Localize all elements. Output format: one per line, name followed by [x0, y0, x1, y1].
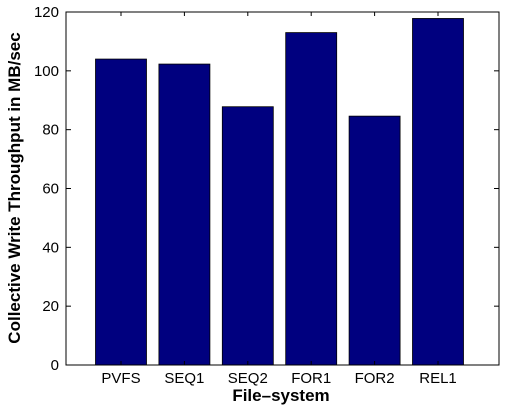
x-tick-label-for1: FOR1	[291, 370, 331, 387]
bar-rel1	[412, 18, 464, 366]
x-tick-label-rel1: REL1	[419, 370, 457, 387]
x-axis: PVFS SEQ1 SEQ2 FOR1 FOR2 REL1	[101, 12, 457, 387]
y-tick-label-120: 120	[34, 4, 59, 21]
x-tick-label-seq1: SEQ1	[164, 370, 204, 387]
y-axis-label: Collective Write Throughput in MB/sec	[5, 32, 24, 343]
x-tick-label-seq2: SEQ2	[228, 370, 268, 387]
bar-for2	[348, 115, 401, 366]
y-tick-label-20: 20	[42, 298, 59, 315]
x-axis-label: File–system	[232, 386, 329, 405]
bar-seq1	[158, 63, 211, 366]
y-tick-label-80: 80	[42, 122, 59, 139]
bar-for1	[285, 32, 338, 366]
bar-pvfs	[95, 58, 147, 366]
y-tick-label-0: 0	[51, 357, 59, 374]
y-tick-label-60: 60	[42, 181, 59, 198]
bar-seq2	[221, 106, 274, 366]
bars-group	[95, 18, 464, 366]
x-tick-label-pvfs: PVFS	[101, 370, 140, 387]
y-tick-label-40: 40	[42, 239, 59, 256]
y-tick-label-100: 100	[34, 63, 59, 80]
y-axis: 0 20 40 60 80 100 120	[34, 4, 499, 374]
x-tick-label-for2: FOR2	[355, 370, 395, 387]
